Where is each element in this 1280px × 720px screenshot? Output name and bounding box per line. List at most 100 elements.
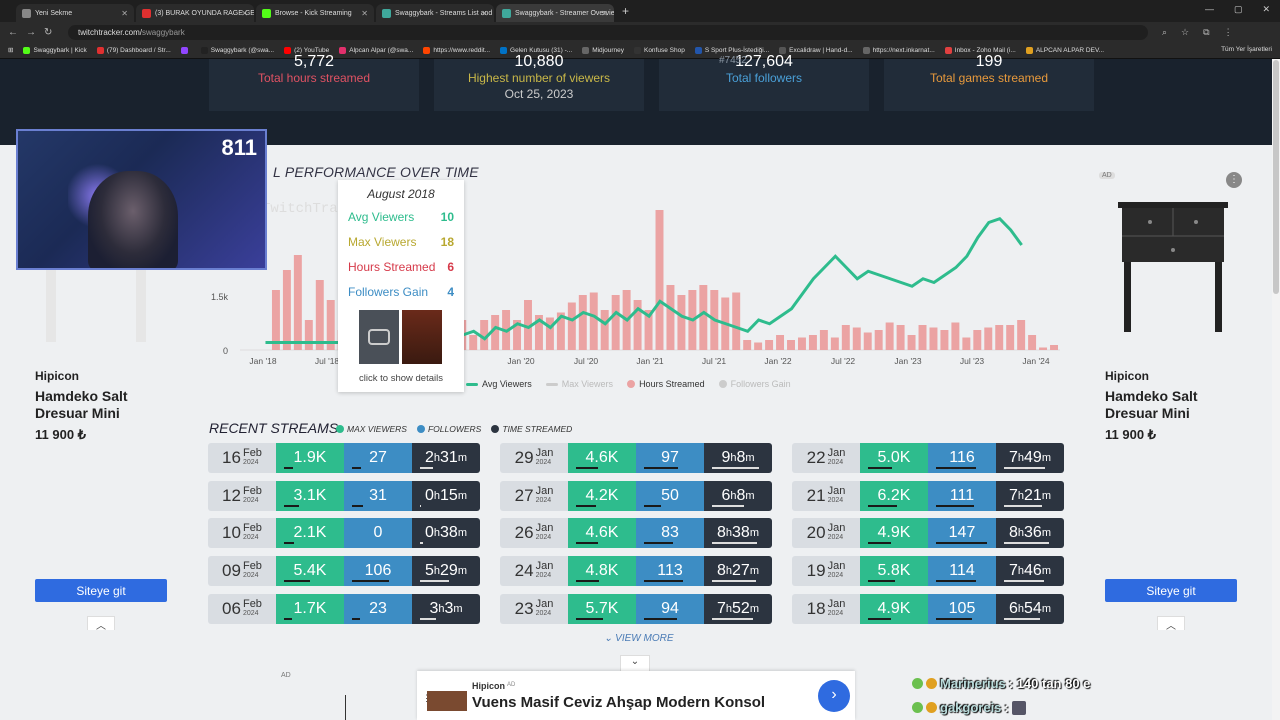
hours-bar[interactable] [1050, 345, 1058, 350]
hours-bar[interactable] [841, 325, 850, 350]
hours-bar[interactable] [874, 330, 883, 350]
left-ad-image[interactable] [26, 270, 166, 350]
hours-bar[interactable] [666, 285, 675, 350]
hours-bar[interactable] [1006, 325, 1015, 350]
scrollbar-thumb[interactable] [1273, 60, 1279, 294]
bookmark-item[interactable]: Alpcan Alpar (@swa... [339, 46, 413, 54]
hours-bar[interactable] [578, 295, 587, 350]
zoom-icon[interactable]: ⌕ [1162, 26, 1168, 37]
view-more-link[interactable]: ⌄ VIEW MORE [604, 633, 674, 644]
hours-bar[interactable] [863, 332, 872, 351]
minimize-icon[interactable]: — [1204, 4, 1214, 14]
hours-bar[interactable] [611, 295, 620, 350]
hours-bar[interactable] [534, 315, 543, 350]
age-of-empires-thumbnail[interactable] [402, 310, 442, 364]
forward-icon[interactable]: → [26, 26, 36, 38]
hours-bar[interactable] [491, 315, 500, 350]
stream-card[interactable]: 27 Jan 2024 4.2K 50 6 h 8 m [500, 480, 772, 511]
game-controller-thumbnail[interactable] [359, 310, 399, 364]
back-icon[interactable]: ← [8, 26, 18, 38]
bookmark-item[interactable]: https://www.reddit... [423, 46, 490, 54]
hours-bar[interactable] [315, 280, 324, 350]
left-ad-title[interactable]: Hamdeko Salt Dresuar Mini [35, 388, 128, 421]
hours-bar[interactable] [633, 300, 642, 350]
tab-close-icon[interactable]: ✕ [361, 8, 368, 18]
bookmark-item[interactable]: (2) YouTube [284, 46, 329, 54]
stream-card[interactable]: 22 Jan 2024 5.0K 116 7 h 49 m [792, 443, 1064, 473]
hours-bar[interactable] [995, 325, 1004, 350]
bottom-ad-arrow-icon[interactable]: › [818, 680, 850, 712]
maximize-icon[interactable]: ▢ [1233, 4, 1243, 14]
hours-bar[interactable] [984, 327, 993, 351]
tab-close-icon[interactable]: ✕ [601, 8, 608, 18]
hours-bar[interactable] [545, 317, 554, 351]
hours-bar[interactable] [743, 340, 752, 350]
bottom-ad-collapse-icon[interactable]: ⌄ [620, 655, 650, 671]
all-bookmarks-link[interactable]: Tüm Yer İşaretleri [1221, 46, 1272, 53]
hours-bar[interactable] [293, 255, 302, 350]
bookmark-item[interactable] [180, 46, 191, 54]
hours-bar[interactable] [852, 327, 861, 351]
browser-tab[interactable]: (3) BURAK OYUNDA RAGE GEC ✕ [136, 4, 254, 22]
legend-item[interactable]: Followers Gain [718, 379, 791, 389]
hours-bar[interactable] [644, 310, 653, 350]
hours-bar[interactable] [732, 292, 741, 351]
stream-card[interactable]: 21 Jan 2024 6.2K 111 7 h 21 m [792, 480, 1064, 511]
right-ad-button[interactable]: Siteye git [1105, 579, 1237, 602]
bookmark-item[interactable]: Midjourney [582, 46, 624, 54]
stream-card[interactable]: 10 Feb 2024 2.1K 0 0 h 38 m [208, 518, 480, 549]
bookmark-item[interactable]: ALPCAN ALPAR DEV... [1025, 46, 1104, 54]
hours-bar[interactable] [699, 285, 708, 350]
bookmark-item[interactable]: S Sport Plus-İstediği... [694, 46, 769, 54]
hours-bar[interactable] [929, 327, 938, 351]
stream-card[interactable]: 19 Jan 2024 5.8K 114 7 h 46 m [792, 556, 1064, 587]
bookmark-item[interactable]: Gelen Kutusu (31) -... [500, 46, 572, 54]
new-tab-icon[interactable]: + [622, 4, 630, 18]
legend-item[interactable]: Max Viewers [545, 379, 613, 389]
nightstand-image[interactable] [1110, 196, 1240, 336]
browser-tab[interactable]: Swaggybark - Streamer Overvie ✕ [496, 4, 614, 22]
bookmark-item[interactable]: Inbox - Zoho Mail (i... [944, 46, 1016, 54]
hours-bar[interactable] [940, 330, 949, 350]
bookmark-item[interactable]: Excalidraw | Hand-d... [779, 46, 853, 54]
hours-bar[interactable] [797, 337, 806, 351]
legend-item[interactable]: Hours Streamed [627, 379, 705, 389]
stream-card[interactable]: 26 Jan 2024 4.6K 83 8 h 38 m [500, 518, 772, 549]
hours-bar[interactable] [907, 335, 916, 350]
bookmark-item[interactable]: Swaggybark (@swa... [200, 46, 274, 54]
stream-card[interactable]: 12 Feb 2024 3.1K 31 0 h 15 m [208, 480, 480, 511]
hours-bar[interactable] [304, 320, 313, 350]
hours-bar[interactable] [480, 320, 489, 350]
bookmark-item[interactable]: https://next.inkarnat... [862, 46, 935, 54]
tab-close-icon[interactable]: ✕ [121, 8, 128, 18]
left-ad-button[interactable]: Siteye git [35, 579, 167, 602]
ad-dots-icon[interactable]: ⋮ [422, 693, 431, 703]
browser-tab[interactable]: Swaggybark - Streams List and ✕ [376, 4, 494, 22]
hours-bar[interactable] [469, 335, 478, 350]
hours-bar[interactable] [830, 337, 839, 351]
menu-dots-icon[interactable]: ⋮ [1223, 26, 1233, 37]
hours-bar[interactable] [513, 320, 522, 350]
browser-tab[interactable]: Yeni Sekme ✕ [16, 4, 134, 22]
stream-card[interactable]: 09 Feb 2024 5.4K 106 5 h 29 m [208, 556, 480, 587]
hours-bar[interactable] [1028, 335, 1037, 350]
hours-bar[interactable] [765, 340, 774, 350]
close-window-icon[interactable]: ✕ [1262, 4, 1270, 14]
stream-card[interactable]: 18 Jan 2024 4.9K 105 6 h 54 m [792, 593, 1064, 624]
hours-bar[interactable] [885, 322, 894, 351]
hours-bar[interactable] [1017, 320, 1026, 350]
legend-item[interactable]: Avg Viewers [466, 379, 532, 389]
left-ad-collapse-icon[interactable]: ︿ [87, 616, 115, 632]
hours-bar[interactable] [524, 300, 532, 350]
bookmark-item[interactable]: Swaggybark | Kick [23, 46, 87, 54]
hours-bar[interactable] [776, 335, 785, 350]
page-scrollbar[interactable] [1272, 59, 1280, 720]
url-field[interactable]: twitchtracker.com/swaggybark [68, 24, 1148, 40]
apps-grid-icon[interactable]: ⊞ [8, 47, 14, 54]
hours-bar[interactable] [567, 302, 576, 351]
extensions-icon[interactable]: ⧉ [1203, 26, 1210, 37]
stream-card[interactable]: 06 Feb 2024 1.7K 23 3 h 3 m [208, 593, 480, 624]
hours-bar[interactable] [326, 300, 335, 350]
hours-bar[interactable] [787, 340, 795, 350]
bottom-ad-banner[interactable]: ⋮ Hipicon AD Vuens Masif Ceviz Ahşap Mod… [417, 671, 855, 720]
